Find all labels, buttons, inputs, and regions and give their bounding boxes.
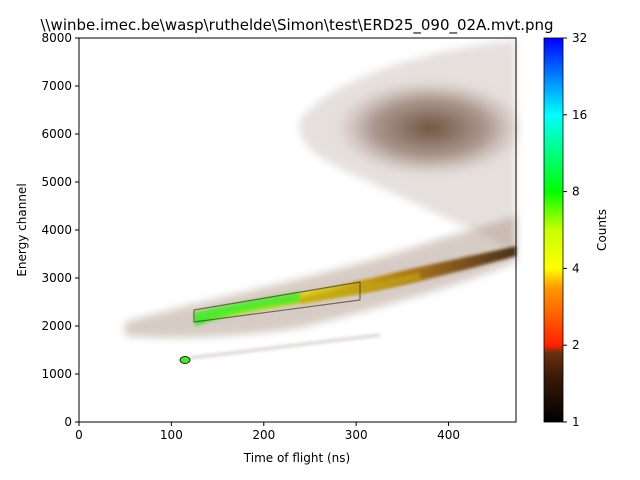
y-tick-label: 8000 xyxy=(41,31,72,45)
x-tick-label: 300 xyxy=(345,428,368,442)
y-tick-label: 5000 xyxy=(41,175,72,189)
heatmap-features xyxy=(125,40,525,364)
x-axis-ticks: 0 100 200 300 400 xyxy=(75,422,460,442)
dense-band-head xyxy=(194,292,300,322)
x-axis-title: Time of flight (ns) xyxy=(243,451,350,465)
plot-frame xyxy=(78,37,517,423)
lower-trail xyxy=(189,333,381,360)
y-tick-label: 2000 xyxy=(41,319,72,333)
y-tick-label: 6000 xyxy=(41,127,72,141)
x-tick-label: 0 xyxy=(75,428,83,442)
y-axis-ticks: 0 1000 2000 3000 4000 5000 6000 7000 8000 xyxy=(41,31,79,429)
y-tick-label: 7000 xyxy=(41,79,72,93)
x-tick-label: 200 xyxy=(252,428,275,442)
colorbar-gradient xyxy=(543,37,564,423)
colorbar-tick-label: 4 xyxy=(572,261,580,275)
colorbar-tick-label: 32 xyxy=(572,31,587,45)
chart-title: \\winbe.imec.be\wasp\ruthelde\Simon\test… xyxy=(40,16,553,35)
x-tick-label: 400 xyxy=(437,428,460,442)
y-tick-label: 0 xyxy=(64,415,72,429)
colorbar-tick-label: 1 xyxy=(572,415,580,429)
colorbar-ticks: 1 2 4 8 16 32 xyxy=(563,31,587,429)
y-tick-label: 3000 xyxy=(41,271,72,285)
y-axis-title: Energy channel xyxy=(15,183,29,276)
x-tick-label: 100 xyxy=(160,428,183,442)
colorbar-label: Counts xyxy=(595,209,609,251)
colorbar: 1 2 4 8 16 32 Counts xyxy=(543,31,609,429)
y-tick-label: 4000 xyxy=(41,223,72,237)
low-spot xyxy=(179,356,191,364)
y-tick-label: 1000 xyxy=(41,367,72,381)
band-edge xyxy=(193,281,361,323)
colorbar-tick-label: 2 xyxy=(572,338,580,352)
dense-band xyxy=(195,246,516,326)
colorbar-tick-label: 16 xyxy=(572,108,587,122)
colorbar-tick-label: 8 xyxy=(572,185,580,199)
upper-cloud xyxy=(335,80,525,176)
plot-area: 0 100 200 300 400 0 1000 2000 3000 4000 5000 6000 7… xyxy=(41,31,525,442)
